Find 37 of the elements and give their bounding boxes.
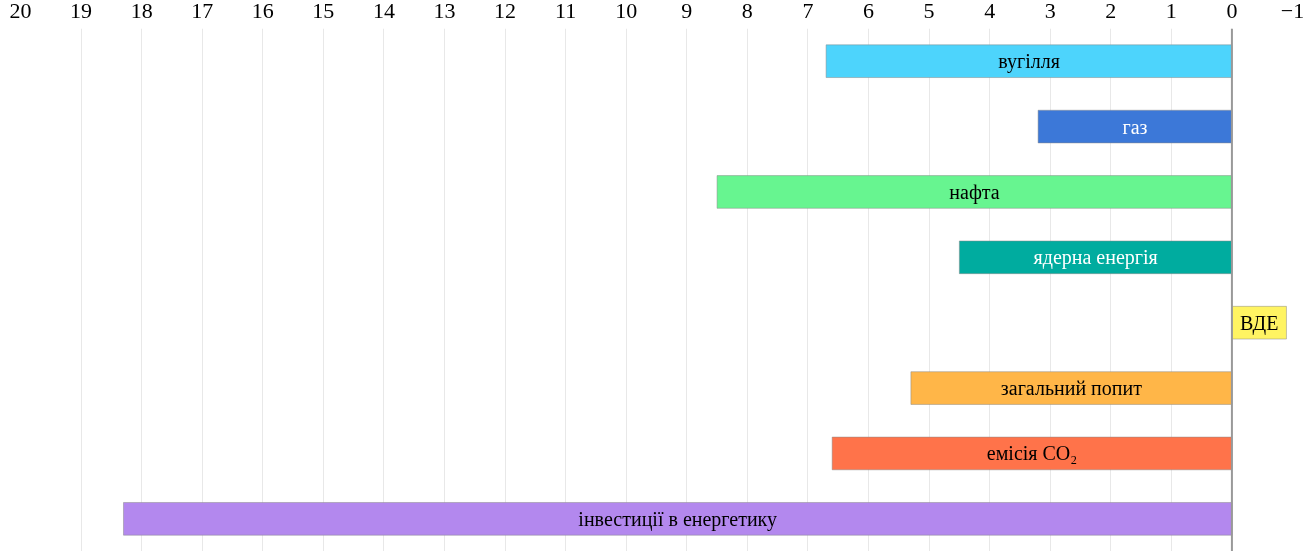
y-tick-label: інвестиції в енергетику	[578, 507, 778, 531]
bar	[825, 44, 1233, 78]
x-tick-label: 20	[9, 0, 32, 23]
x-tick-label: 8	[741, 0, 753, 23]
bar	[959, 240, 1233, 274]
y-tick-label: газ	[1122, 115, 1148, 138]
bar	[831, 436, 1233, 471]
x-tick-label: 14	[372, 0, 395, 23]
x-tick-label: 0	[1226, 0, 1238, 23]
x-tick-label: 13	[433, 0, 456, 23]
x-tick-label: 19	[70, 0, 93, 23]
x-tick-label: 1	[1165, 0, 1177, 23]
y-tick-label: ВДЕ	[1239, 311, 1279, 335]
x-tick-label: 3	[1044, 0, 1056, 23]
x-tick-label: 15	[312, 0, 335, 23]
x-tick-label: 7	[802, 0, 814, 23]
x-tick-label: 11	[555, 0, 577, 23]
bar	[716, 175, 1233, 209]
y-tick-label: ядерна енергія	[1033, 246, 1158, 270]
x-tick-label: 16	[251, 0, 274, 23]
y-tick-label: загальний попит	[1000, 377, 1143, 400]
x-tick-label: 10	[615, 0, 638, 23]
y-tick-label: емісія CO₂	[986, 442, 1078, 465]
y-tick-label: нафта	[949, 180, 1000, 204]
bar	[1037, 109, 1233, 144]
x-tick-label: 18	[130, 0, 153, 23]
x-tick-label: 4	[984, 0, 996, 23]
x-tick-label: 5	[923, 0, 935, 23]
bar	[910, 371, 1233, 405]
y-tick-label: вугілля	[998, 50, 1060, 74]
x-tick-label: 17	[191, 0, 214, 23]
x-tick-label: −1	[1280, 0, 1304, 23]
x-tick-label: 9	[681, 0, 693, 23]
bar	[123, 502, 1233, 536]
x-tick-label: 2	[1105, 0, 1117, 23]
x-tick-label: 6	[863, 0, 874, 23]
x-tick-label: 12	[494, 0, 517, 23]
